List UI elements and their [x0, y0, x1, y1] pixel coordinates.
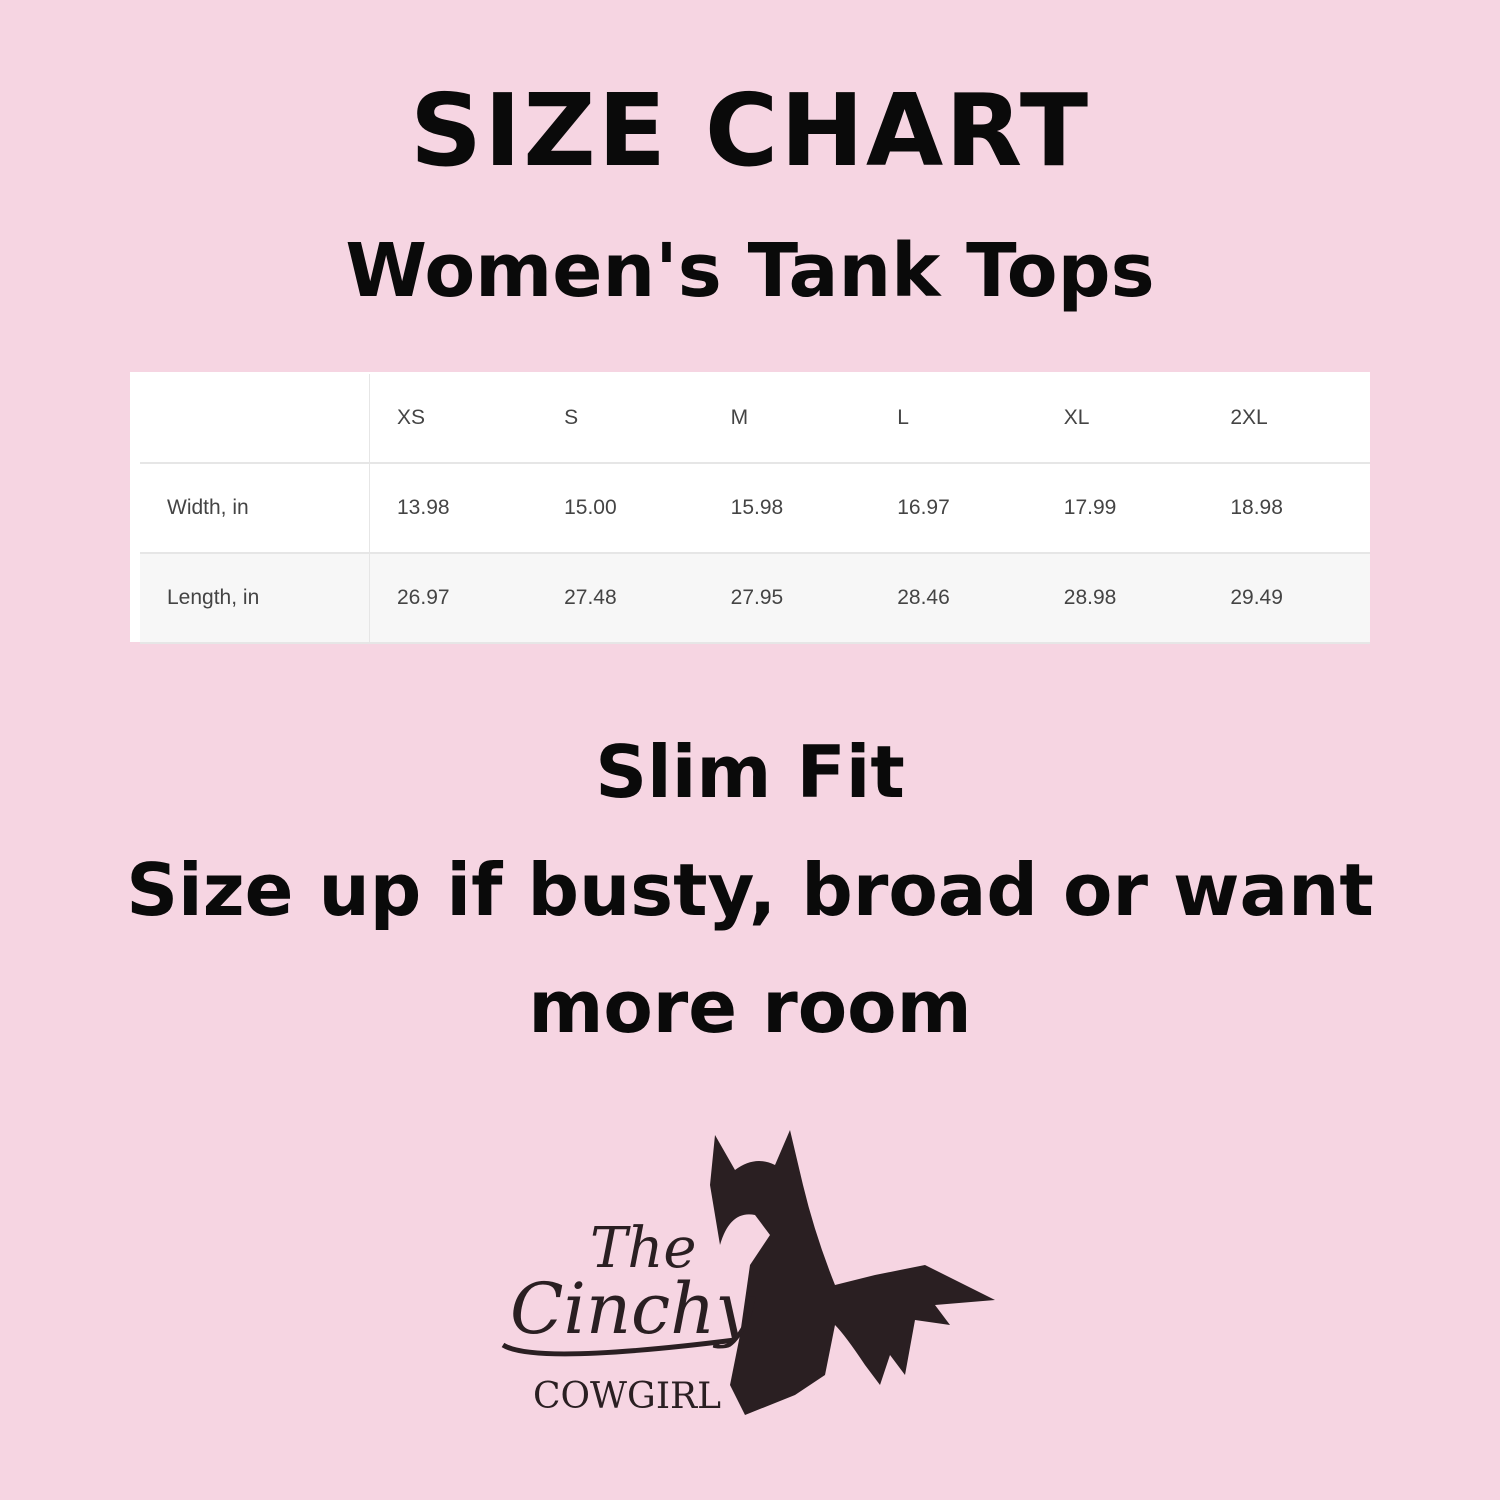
row-label: Width, in	[140, 463, 370, 554]
logo-text-cinchy: Cinchy	[510, 1268, 756, 1350]
header-cell: 2XL	[1203, 374, 1370, 464]
horse-head-icon	[710, 1130, 995, 1415]
header-cell: S	[537, 374, 704, 464]
size-table: XS S M L XL 2XL Width, in 13.98 15.00 15…	[130, 372, 1370, 644]
cell: 15.98	[703, 463, 871, 554]
header-cell: XL	[1036, 374, 1204, 464]
cell: 17.99	[1036, 463, 1204, 554]
cell: 15.00	[537, 463, 704, 554]
sizing-advice-line-1: Size up if busty, broad or want	[126, 848, 1374, 932]
cell: 13.98	[369, 463, 538, 554]
cell: 28.98	[1036, 553, 1204, 644]
cell: 27.48	[537, 553, 704, 644]
cell: 27.95	[703, 553, 871, 644]
header-cell: XS	[369, 374, 538, 464]
logo-text-cowgirl: COWGIRL	[533, 1376, 721, 1417]
table-row: Width, in 13.98 15.00 15.98 16.97 17.99 …	[140, 463, 1370, 554]
header-cell: L	[870, 374, 1037, 464]
table-row: Length, in 26.97 27.48 27.95 28.46 28.98…	[140, 553, 1370, 644]
cell: 26.97	[369, 553, 538, 644]
header-cell: M	[703, 374, 871, 464]
sizing-advice-line-2: more room	[528, 965, 972, 1049]
cell: 16.97	[870, 463, 1037, 554]
cell: 18.98	[1203, 463, 1370, 554]
brand-logo: The Cinchy COWGIRL	[501, 1130, 995, 1417]
cell: 28.46	[870, 553, 1037, 644]
logo-swoosh	[501, 1337, 736, 1357]
table-header-row: XS S M L XL 2XL	[140, 374, 1370, 464]
logo-text-the: The	[590, 1216, 697, 1281]
row-label: Length, in	[140, 553, 370, 644]
header-cell	[140, 374, 370, 464]
page-subtitle: Women's Tank Tops	[345, 228, 1155, 314]
cell: 29.49	[1203, 553, 1370, 644]
page-title: SIZE CHART	[409, 72, 1091, 189]
fit-note: Slim Fit	[595, 730, 905, 814]
